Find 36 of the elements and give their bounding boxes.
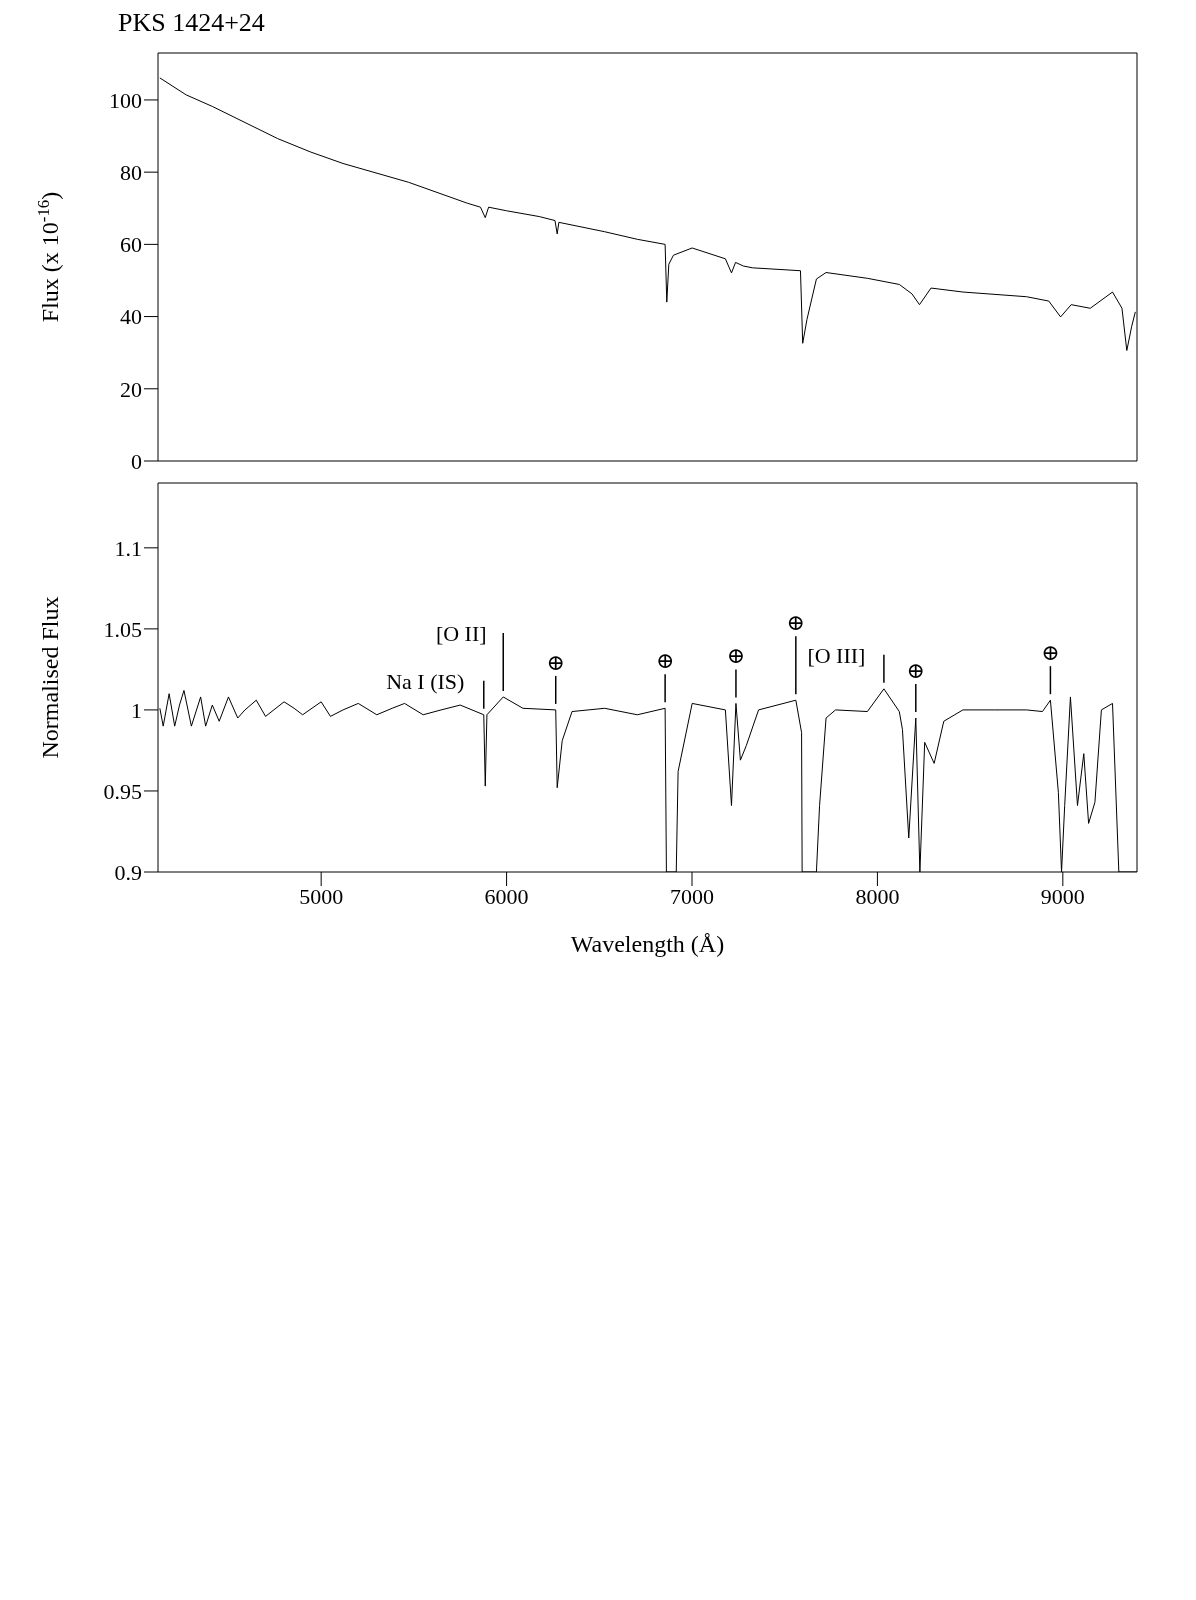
label-pointer: ⊕ bbox=[655, 648, 675, 704]
y-tick-label: 1.05 bbox=[103, 616, 142, 642]
y-tick-label: 1.1 bbox=[114, 535, 142, 561]
label-pointer: ⊕ bbox=[786, 610, 806, 695]
annotation: Na I (IS) bbox=[386, 668, 465, 694]
x-tick-label: 9000 bbox=[1040, 883, 1085, 909]
label-pointer: ⊕ bbox=[546, 649, 565, 705]
annotation: [O III] bbox=[807, 642, 866, 668]
label-pointer: ⊕ bbox=[906, 658, 925, 713]
y-tick-label: 20 bbox=[120, 376, 142, 402]
chart-title: PKS 1424+24 bbox=[118, 8, 266, 39]
x-tick-label: 5000 bbox=[299, 883, 344, 909]
label-pointer: [O III] bbox=[807, 642, 885, 684]
y-tick-label: 0 bbox=[131, 448, 142, 474]
x-tick-label: 8000 bbox=[855, 883, 900, 909]
label-pointer: Na I (IS) bbox=[386, 668, 485, 710]
y-tick-label: 1 bbox=[131, 697, 142, 723]
annotation: ⊕ bbox=[546, 649, 565, 675]
annotation: ⊕ bbox=[1041, 640, 1060, 666]
y-tick-label: 60 bbox=[120, 232, 142, 258]
x-axis-title: Wavelength (Å) bbox=[570, 931, 725, 957]
annotation: [O II] bbox=[435, 620, 487, 646]
x-tick-label: 7000 bbox=[670, 883, 714, 909]
x-tick-label: 6000 bbox=[484, 883, 529, 909]
label-pointer: ⊕ bbox=[726, 643, 746, 699]
annotation: ⊕ bbox=[786, 610, 806, 636]
y-tick-label: 0.9 bbox=[114, 859, 142, 885]
y-tick-label: 100 bbox=[109, 87, 142, 113]
y-tick-label: 80 bbox=[120, 159, 142, 185]
y-axis-title: Normalised Flux bbox=[37, 596, 63, 759]
annotation: ⊕ bbox=[655, 648, 675, 674]
label-pointer: ⊕ bbox=[1041, 640, 1060, 695]
y-tick-label: 40 bbox=[120, 304, 142, 330]
y-tick-label: 0.95 bbox=[103, 778, 142, 804]
annotation: ⊕ bbox=[726, 643, 746, 669]
annotation: ⊕ bbox=[906, 658, 926, 684]
